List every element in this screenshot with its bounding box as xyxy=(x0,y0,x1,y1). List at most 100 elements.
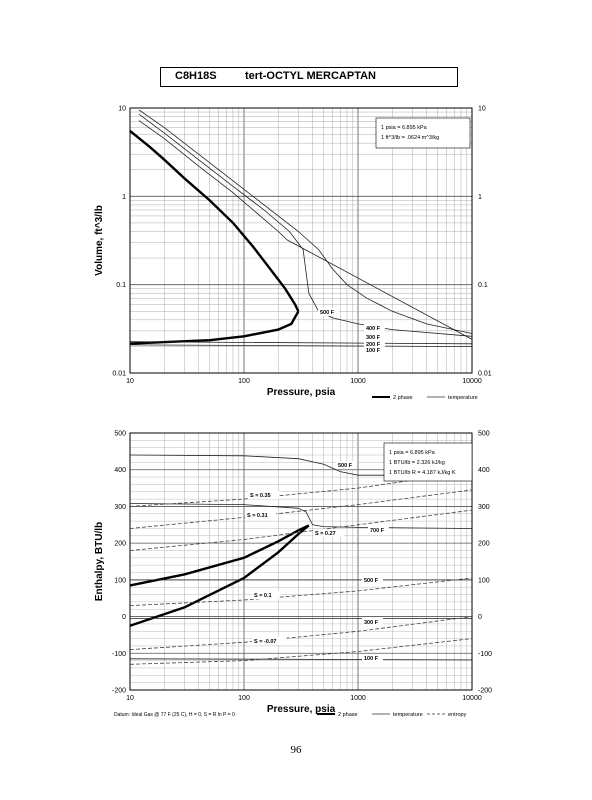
page-number: 96 xyxy=(290,744,302,756)
curve-label: S = -0.07 xyxy=(254,639,276,645)
curve-label: S = 0.31 xyxy=(247,513,268,519)
curve-label: 100 F xyxy=(366,348,381,354)
curve-label-bg xyxy=(318,308,339,316)
curve-label-bg xyxy=(245,511,277,519)
curve-label: 100 F xyxy=(364,656,379,662)
curve-label: 200 F xyxy=(366,342,381,348)
legend-label: temperature xyxy=(448,395,478,401)
y-tick-label: 10 xyxy=(118,106,126,113)
y-tick-label: -100 xyxy=(112,651,126,658)
curve-label: 700 F xyxy=(370,528,385,534)
y-tick-label: 0 xyxy=(122,614,126,621)
entropy-curve xyxy=(129,509,473,551)
curve-label-bg xyxy=(362,654,383,662)
x-tick-label: 1000 xyxy=(350,695,366,702)
conversion-text: 1 psia = 6.895 kPa xyxy=(389,450,436,456)
conversion-text: 1 psia = 6.895 kPa xyxy=(381,125,428,131)
x-tick-label: 100 xyxy=(238,695,250,702)
y-tick-label-right: 300 xyxy=(478,504,490,511)
datum-note: Datum: Ideal Gas @ 77 F (25 C), H = 0, S… xyxy=(114,712,235,718)
curve-label-bg xyxy=(364,324,385,332)
curve-label: 500 F xyxy=(320,310,335,316)
y-tick-label-right: 200 xyxy=(478,541,490,548)
x-tick-label: 10000 xyxy=(462,695,482,702)
y-tick-label: 500 xyxy=(114,431,126,438)
entropy-curve xyxy=(129,616,473,650)
temperature-curve xyxy=(129,344,473,348)
legend-label: temperature xyxy=(393,712,423,718)
temperature-curve xyxy=(129,341,473,345)
legend-label: 2 phase xyxy=(393,395,413,401)
curve-label: 300 F xyxy=(366,335,381,341)
two-phase-curve xyxy=(129,310,300,345)
legend-label: entropy xyxy=(448,712,467,718)
conversion-text: 1 BTU/lb R = 4.187 kJ/kg K xyxy=(389,470,456,476)
two-phase-curve xyxy=(129,524,310,587)
curve-label-bg xyxy=(252,637,287,645)
two-phase-curve xyxy=(129,129,300,312)
y-tick-label: 1 xyxy=(122,194,126,201)
temperature-curve xyxy=(129,503,473,529)
plot-frame xyxy=(129,107,473,374)
conversion-box xyxy=(375,117,471,149)
entropy-curve xyxy=(129,577,473,606)
y-tick-label-right: 100 xyxy=(478,577,490,584)
curve-label-bg xyxy=(364,346,385,354)
y-tick-label: 0.01 xyxy=(112,371,126,378)
x-tick-label: 10 xyxy=(126,378,134,385)
y-tick-label-right: 500 xyxy=(478,431,490,438)
conversion-text: 1 BTU/lb = 2.326 kJ/kg xyxy=(389,460,445,466)
entropy-curve xyxy=(129,638,473,665)
curve-label: 500 F xyxy=(364,578,379,584)
chart-title-box: C8H18S tert-OCTYL MERCAPTAN xyxy=(160,67,458,87)
curve-label-bg xyxy=(362,576,383,584)
chemical-name: tert-OCTYL MERCAPTAN xyxy=(245,70,376,82)
temperature-curve xyxy=(138,109,473,334)
x-axis-label: Pressure, psia xyxy=(267,704,336,715)
chart-2 xyxy=(129,432,473,715)
curve-label-bg xyxy=(252,591,280,599)
curve-label: S = 0.27 xyxy=(315,531,336,537)
curve-label: S = 0.35 xyxy=(250,493,271,499)
curve-label-bg xyxy=(313,529,345,537)
y-tick-label-right: 400 xyxy=(478,467,490,474)
curve-label: 500 F xyxy=(338,463,353,469)
chemical-formula: C8H18S xyxy=(175,70,217,82)
y-tick-label-right: 0.1 xyxy=(478,282,488,289)
y-axis-label: Enthalpy, BTU/lb xyxy=(94,522,105,601)
legend-label: 2 phase xyxy=(338,712,358,718)
curve-label-bg xyxy=(362,618,383,626)
y-tick-label-right: 1 xyxy=(478,194,482,201)
curve-label-bg xyxy=(336,461,357,469)
curve-label: 300 F xyxy=(364,620,379,626)
plot-frame xyxy=(129,432,473,691)
curve-label: 400 F xyxy=(366,326,381,332)
y-tick-label: -200 xyxy=(112,688,126,695)
y-tick-label: 300 xyxy=(114,504,126,511)
entropy-curve xyxy=(129,489,473,529)
x-axis-label: Pressure, psia xyxy=(267,387,336,398)
curve-label: S = 0.1 xyxy=(254,593,272,599)
temperature-curve xyxy=(138,120,473,340)
y-tick-label-right: 10 xyxy=(478,106,486,113)
x-tick-label: 100 xyxy=(238,378,250,385)
x-tick-label: 1000 xyxy=(350,378,366,385)
x-tick-label: 10 xyxy=(126,695,134,702)
temperature-curve xyxy=(138,113,473,337)
x-tick-label: 10000 xyxy=(462,378,482,385)
chart-1 xyxy=(129,107,473,398)
y-tick-label: 200 xyxy=(114,541,126,548)
curve-label-bg xyxy=(368,526,389,534)
y-tick-label-right: -200 xyxy=(478,688,492,695)
curve-label-bg xyxy=(364,333,385,341)
entropy-curve xyxy=(129,471,473,507)
conversion-text: 1 ft^3/lb = .0624 m^3/kg xyxy=(381,135,439,141)
y-tick-label: 100 xyxy=(114,577,126,584)
temperature-curve xyxy=(129,658,473,661)
y-tick-label: 400 xyxy=(114,467,126,474)
curve-label-bg xyxy=(364,340,385,348)
y-tick-label-right: 0.01 xyxy=(478,371,492,378)
y-tick-label: 0.1 xyxy=(116,282,126,289)
y-axis-label: Volume, ft^3/lb xyxy=(94,205,105,276)
y-tick-label-right: -100 xyxy=(478,651,492,658)
